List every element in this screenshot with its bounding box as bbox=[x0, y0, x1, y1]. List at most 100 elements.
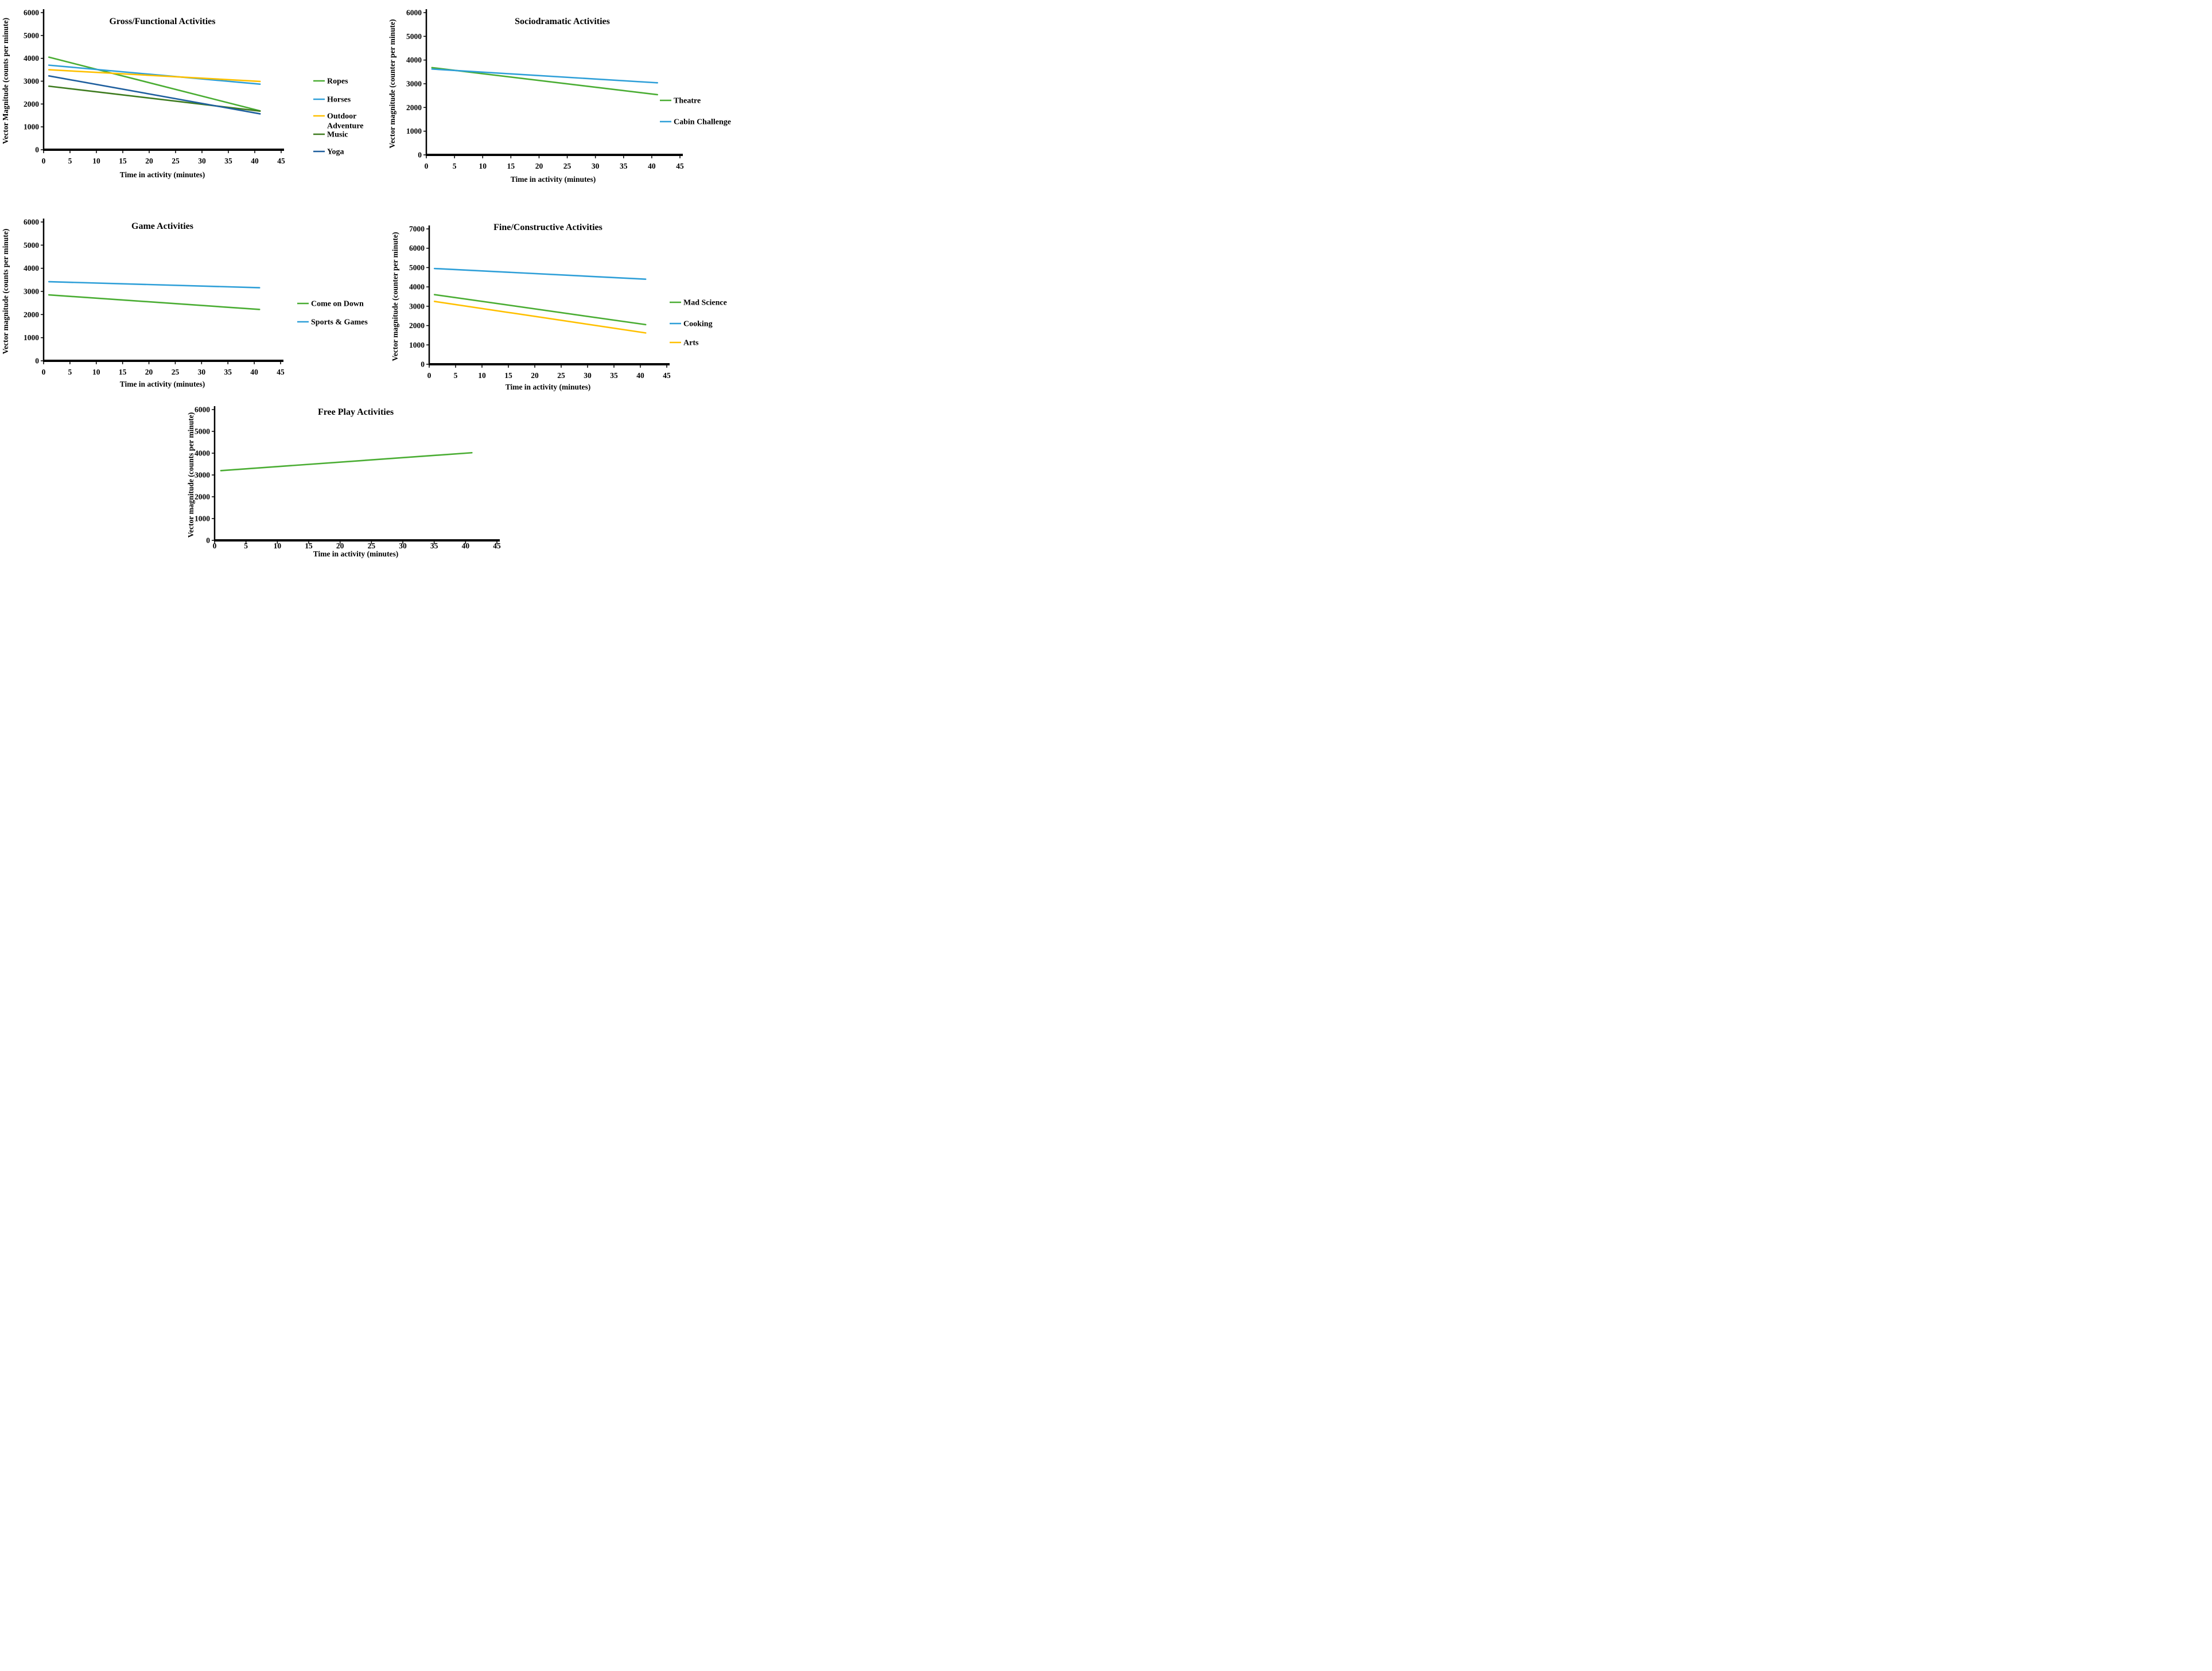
x-tick-label: 35 bbox=[610, 371, 618, 380]
x-tick-label: 30 bbox=[584, 371, 592, 380]
chart-canvas-fine-constructive: Fine/Constructive Activities Vector magni… bbox=[391, 223, 727, 391]
y-tick-label: 0 bbox=[421, 360, 425, 369]
x-tick-label: 35 bbox=[224, 368, 232, 376]
y-tick-label: 0 bbox=[35, 357, 39, 365]
chart-canvas-sociodramatic: Sociodramatic Activities Vector magnitude… bbox=[388, 9, 731, 184]
y-tick-label: 1000 bbox=[409, 341, 425, 349]
y-tick-label: 4000 bbox=[406, 56, 422, 64]
chart-title: Sociodramatic Activities bbox=[515, 17, 610, 26]
legend-label-line1: Outdoor bbox=[327, 112, 356, 121]
y-tick-label: 2000 bbox=[195, 493, 210, 501]
y-tick-label: 1000 bbox=[195, 515, 210, 523]
x-tick-label: 45 bbox=[493, 542, 501, 550]
x-tick-label: 35 bbox=[224, 157, 232, 165]
legend-label: Arts bbox=[683, 339, 699, 348]
x-tick-label: 25 bbox=[172, 157, 180, 165]
y-axis-label: Vector magnitude (counts per minute) bbox=[186, 412, 195, 538]
x-axis-label: Time in activity (minutes) bbox=[120, 170, 205, 179]
legend-label: Music bbox=[327, 131, 348, 139]
y-tick-label: 4000 bbox=[24, 264, 39, 272]
legend-label: Outdoor Adventure bbox=[327, 112, 364, 131]
x-axis-label: Time in activity (minutes) bbox=[313, 550, 399, 558]
series-line-ropes bbox=[48, 56, 261, 112]
legend-label: Cabin Challenge bbox=[674, 118, 731, 127]
x-tick-label: 40 bbox=[251, 157, 259, 165]
legend-label: Yoga bbox=[327, 148, 344, 157]
y-tick-label: 5000 bbox=[409, 263, 425, 272]
x-tick-label: 35 bbox=[620, 162, 628, 170]
x-tick-label: 10 bbox=[92, 157, 100, 165]
y-tick-label: 0 bbox=[206, 536, 210, 545]
x-axis-label: Time in activity (minutes) bbox=[120, 380, 205, 388]
series-line-cabin-challenge bbox=[431, 68, 659, 84]
legend-item-mad-science: Mad Science bbox=[670, 299, 727, 307]
x-tick-label: 20 bbox=[145, 157, 153, 165]
y-tick-label: 2000 bbox=[24, 100, 39, 108]
legend-item-horses: Horses bbox=[313, 96, 351, 104]
x-tick-label: 40 bbox=[636, 371, 644, 380]
series-line-cooking bbox=[433, 267, 647, 280]
x-tick-label: 20 bbox=[535, 162, 543, 170]
series-line-sports-games bbox=[48, 281, 261, 289]
x-tick-label: 0 bbox=[213, 542, 217, 550]
x-tick-label: 40 bbox=[462, 542, 470, 550]
x-tick-label: 15 bbox=[504, 371, 512, 380]
y-tick-label: 1000 bbox=[24, 123, 39, 131]
y-axis-label: Vector magnitude (counts per minute) bbox=[1, 229, 10, 355]
x-tick-label: 35 bbox=[430, 542, 438, 550]
legend-item-cooking: Cooking bbox=[670, 320, 713, 329]
x-tick-label: 45 bbox=[663, 371, 671, 380]
y-tick-label: 3000 bbox=[406, 80, 422, 88]
legend-item-yoga: Yoga bbox=[313, 148, 344, 157]
series-line-come-on-down bbox=[48, 294, 261, 310]
y-axis-label: Vector Magnitude (counts per minute) bbox=[1, 18, 10, 144]
chart-title: Fine/Constructive Activities bbox=[493, 223, 602, 232]
x-tick-label: 5 bbox=[68, 368, 72, 376]
chart-game-activities: Game Activities Vector magnitude (counts … bbox=[0, 215, 376, 396]
x-tick-label: 30 bbox=[198, 157, 206, 165]
x-tick-label: 30 bbox=[592, 162, 600, 170]
y-tick-label: 6000 bbox=[24, 218, 39, 227]
legend-label: Ropes bbox=[327, 77, 348, 86]
x-tick-label: 45 bbox=[676, 162, 684, 170]
y-tick-label: 6000 bbox=[409, 244, 425, 252]
legend-item-arts: Arts bbox=[670, 339, 699, 348]
legend-item-outdoor-adventure: Outdoor Adventure bbox=[313, 112, 364, 131]
x-tick-label: 20 bbox=[145, 368, 153, 376]
y-axis-label: Vector magnitude (counter per minute) bbox=[388, 19, 396, 148]
series-line-free-play bbox=[220, 451, 473, 472]
x-tick-label: 20 bbox=[531, 371, 539, 380]
y-tick-label: 4000 bbox=[409, 283, 425, 291]
x-tick-label: 25 bbox=[563, 162, 572, 170]
y-tick-label: 3000 bbox=[195, 471, 210, 480]
x-tick-label: 10 bbox=[479, 162, 487, 170]
legend-label-line2: Adventure bbox=[327, 122, 364, 131]
x-tick-label: 20 bbox=[336, 542, 344, 550]
series-line-yoga bbox=[48, 75, 261, 115]
legend-item-ropes: Ropes bbox=[313, 77, 348, 86]
chart-canvas-game: Game Activities Vector magnitude (counts … bbox=[1, 218, 368, 389]
x-tick-label: 15 bbox=[119, 157, 127, 165]
series-line-music bbox=[48, 85, 261, 112]
y-axis-label: Vector magnitude (counter per minute) bbox=[391, 232, 399, 361]
y-tick-label: 5000 bbox=[24, 241, 39, 250]
legend-label: Horses bbox=[327, 96, 351, 104]
chart-fine-constructive-activities: Fine/Constructive Activities Vector magni… bbox=[376, 215, 737, 396]
x-axis-label: Time in activity (minutes) bbox=[511, 175, 596, 184]
legend-item-cabin-challenge: Cabin Challenge bbox=[660, 118, 731, 127]
series-line-horses bbox=[48, 64, 261, 85]
y-tick-label: 7000 bbox=[409, 225, 425, 233]
y-tick-label: 5000 bbox=[406, 32, 422, 41]
chart-free-play-activities: Free Play Activities Vector magnitude (co… bbox=[184, 402, 574, 559]
x-tick-label: 5 bbox=[454, 371, 458, 380]
legend-label: Mad Science bbox=[683, 299, 727, 307]
x-tick-label: 0 bbox=[425, 162, 429, 170]
legend-label: Come on Down bbox=[311, 300, 364, 309]
series-line-arts bbox=[433, 301, 647, 334]
x-tick-label: 45 bbox=[277, 157, 285, 165]
legend-label: Sports & Games bbox=[311, 318, 368, 327]
x-tick-label: 0 bbox=[42, 368, 46, 376]
x-tick-label: 25 bbox=[368, 542, 376, 550]
y-tick-label: 6000 bbox=[406, 9, 422, 17]
y-tick-label: 1000 bbox=[406, 127, 422, 135]
